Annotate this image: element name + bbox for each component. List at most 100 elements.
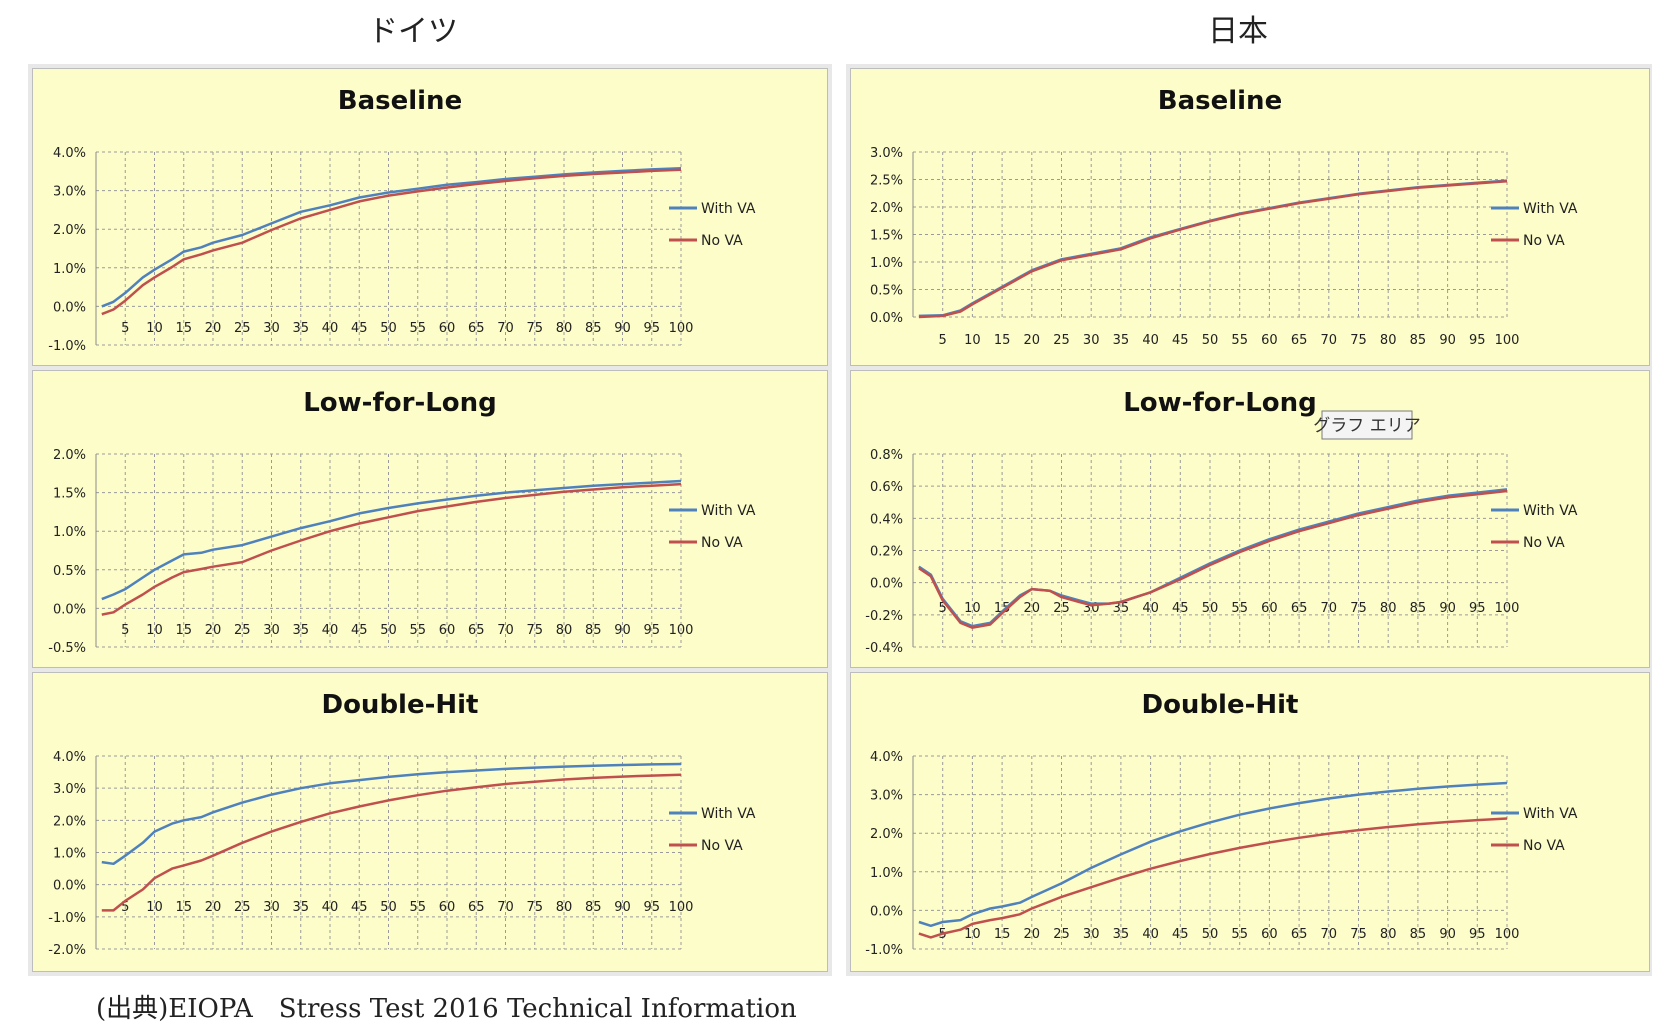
y-tick-label: 0.0% xyxy=(870,904,903,919)
x-tick-label: 65 xyxy=(468,321,485,336)
y-tick-label: -1.0% xyxy=(48,911,86,926)
y-tick-label: -1.0% xyxy=(865,943,903,958)
chart-svg: Baseline 0.0% 0.5% 1.0% 1.5% 2.0% 2.5% 3.0% 5 10 1… xyxy=(870,86,1578,348)
x-tick-label: 5 xyxy=(121,900,129,915)
chart-panel-de-dh[interactable]: Double-Hit -2.0% -1.0% 0.0% 1.0% 2.0% 3.0% 4.0%… xyxy=(32,672,828,972)
x-tick-label: 30 xyxy=(1083,927,1100,942)
chart-svg: Double-Hit -2.0% -1.0% 0.0% 1.0% 2.0% 3.0% 4.0%… xyxy=(48,690,756,958)
x-tick-label: 55 xyxy=(1231,927,1248,942)
x-tick-label: 10 xyxy=(964,927,981,942)
series-line-with-va[interactable] xyxy=(918,179,1508,318)
x-tick-label: 40 xyxy=(1142,927,1159,942)
series-line-no-va[interactable] xyxy=(101,773,682,912)
y-tick-label: 1.0% xyxy=(870,866,903,881)
x-tick-label: 65 xyxy=(468,900,485,915)
y-tick-label: 2.0% xyxy=(870,201,903,216)
x-tick-label: 40 xyxy=(322,623,339,638)
x-tick-label: 85 xyxy=(1410,601,1427,616)
series-line-no-va[interactable] xyxy=(101,482,682,616)
x-tick-label: 60 xyxy=(1261,601,1278,616)
y-tick-label: 0.2% xyxy=(870,545,903,560)
x-tick-label: 30 xyxy=(263,623,280,638)
grid xyxy=(912,453,1508,648)
legend-label: No VA xyxy=(1523,838,1565,854)
x-tick-label: 65 xyxy=(468,623,485,638)
legend-label: With VA xyxy=(701,201,756,217)
legend: With VA No VA xyxy=(669,201,756,249)
x-tick-label: 90 xyxy=(1439,927,1456,942)
y-tick-label: 1.5% xyxy=(53,487,86,502)
x-tick-label: 100 xyxy=(669,900,694,915)
x-tick-label: 15 xyxy=(994,333,1011,348)
series-line-with-va[interactable] xyxy=(101,762,682,866)
legend-label: With VA xyxy=(1523,806,1578,822)
series-line-with-va[interactable] xyxy=(101,166,682,308)
series-line-no-va[interactable] xyxy=(918,179,1508,319)
series-line-no-va[interactable] xyxy=(918,817,1508,939)
y-tick-label: 4.0% xyxy=(53,750,86,765)
tooltip-text: グラフ エリア xyxy=(1313,416,1420,436)
series-line-with-va[interactable] xyxy=(918,781,1508,928)
x-tick-label: 20 xyxy=(205,623,222,638)
x-tick-label: 35 xyxy=(1113,601,1130,616)
x-tick-label: 50 xyxy=(1202,601,1219,616)
y-tick-label: -1.0% xyxy=(48,339,86,354)
x-tick-label: 20 xyxy=(205,321,222,336)
y-tick-label: 2.0% xyxy=(53,223,86,238)
x-tick-label: 40 xyxy=(322,321,339,336)
x-tick-label: 40 xyxy=(1142,601,1159,616)
x-tick-label: 75 xyxy=(1350,601,1367,616)
x-tick-label: 60 xyxy=(439,900,456,915)
y-tick-label: 1.5% xyxy=(870,229,903,244)
x-tick-label: 25 xyxy=(1053,601,1070,616)
x-tick-label: 60 xyxy=(439,321,456,336)
x-tick-label: 75 xyxy=(1350,333,1367,348)
y-tick-label: 0.4% xyxy=(870,512,903,527)
x-tick-label: 15 xyxy=(175,900,192,915)
x-tick-label: 90 xyxy=(614,623,631,638)
series-line-with-va[interactable] xyxy=(101,479,682,601)
x-tick-label: 35 xyxy=(292,900,309,915)
x-tick-label: 95 xyxy=(643,321,660,336)
x-tick-label: 15 xyxy=(994,601,1011,616)
y-tick-label: 3.0% xyxy=(870,789,903,804)
chart-panel-jp-baseline[interactable]: Baseline 0.0% 0.5% 1.0% 1.5% 2.0% 2.5% 3.0% 5 10 1… xyxy=(850,68,1650,366)
chart-panel-de-baseline[interactable]: Baseline -1.0% 0.0% 1.0% 2.0% 3.0% 4.0% 5 10 15 20… xyxy=(32,68,828,366)
legend-label: With VA xyxy=(1523,201,1578,217)
y-tick-label: 1.0% xyxy=(53,262,86,277)
x-tick-label: 65 xyxy=(1291,333,1308,348)
series-line-no-va[interactable] xyxy=(101,168,682,316)
y-tick-label: 2.0% xyxy=(53,814,86,829)
series-line-no-va[interactable] xyxy=(918,489,1508,629)
x-tick-label: 80 xyxy=(556,623,573,638)
x-tick-label: 5 xyxy=(939,601,947,616)
x-tick-label: 25 xyxy=(1053,927,1070,942)
x-tick-label: 20 xyxy=(1024,333,1041,348)
x-tick-label: 10 xyxy=(964,601,981,616)
x-tick-label: 70 xyxy=(1321,927,1338,942)
y-tick-label: 0.0% xyxy=(870,311,903,326)
chart-panel-jp-dh[interactable]: Double-Hit -1.0% 0.0% 1.0% 2.0% 3.0% 4.0% 5 10 15… xyxy=(850,672,1650,972)
x-tick-label: 50 xyxy=(380,623,397,638)
x-tick-label: 65 xyxy=(1291,927,1308,942)
chart-panel-jp-lfl[interactable]: Low-for-Long -0.4% -0.2% 0.0% 0.2% 0.4% 0.6% 0.… xyxy=(850,370,1650,668)
grid xyxy=(95,755,682,950)
legend: With VA No VA xyxy=(1491,503,1578,551)
x-tick-label: 45 xyxy=(351,321,368,336)
legend: With VA No VA xyxy=(669,806,756,854)
x-tick-label: 35 xyxy=(292,623,309,638)
y-tick-label: 4.0% xyxy=(870,750,903,765)
x-tick-label: 45 xyxy=(1172,601,1189,616)
x-tick-label: 55 xyxy=(1231,601,1248,616)
y-tick-label: 0.5% xyxy=(870,284,903,299)
y-tick-label: 0.5% xyxy=(53,564,86,579)
legend-label: No VA xyxy=(701,838,743,854)
y-tick-label: 2.0% xyxy=(870,827,903,842)
x-tick-label: 15 xyxy=(175,623,192,638)
y-tick-label: -0.4% xyxy=(865,641,903,656)
legend-label: No VA xyxy=(1523,233,1565,249)
x-tick-label: 25 xyxy=(1053,333,1070,348)
x-tick-label: 45 xyxy=(351,900,368,915)
legend: With VA No VA xyxy=(1491,806,1578,854)
chart-panel-de-lfl[interactable]: Low-for-Long -0.5% 0.0% 0.5% 1.0% 1.5% 2.0% 5 10… xyxy=(32,370,828,668)
